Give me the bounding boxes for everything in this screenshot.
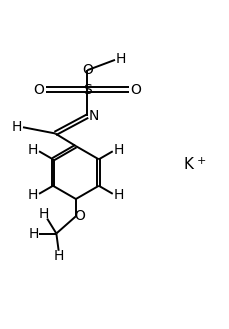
Text: O: O	[74, 209, 85, 223]
Text: O: O	[130, 83, 141, 97]
Text: S: S	[83, 83, 91, 97]
Text: H: H	[115, 52, 125, 66]
Text: H: H	[38, 207, 49, 221]
Text: +: +	[196, 156, 205, 166]
Text: N: N	[88, 109, 99, 123]
Text: H: H	[12, 120, 22, 134]
Text: H: H	[28, 226, 38, 240]
Text: H: H	[113, 143, 123, 157]
Text: H: H	[28, 143, 38, 157]
Text: O: O	[33, 83, 44, 97]
Text: H: H	[53, 249, 64, 264]
Text: O: O	[82, 63, 93, 77]
Text: H: H	[28, 188, 38, 202]
Text: H: H	[113, 188, 123, 202]
Text: K: K	[183, 157, 193, 172]
